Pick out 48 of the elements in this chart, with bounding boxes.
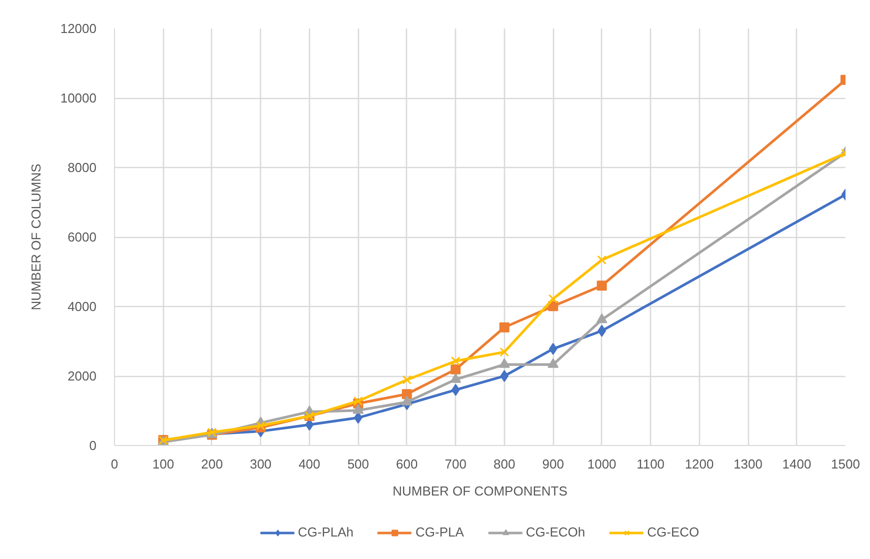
- point: [596, 313, 608, 324]
- y-tick-label: 10000: [60, 90, 97, 106]
- point: [352, 404, 364, 414]
- x-tick-label: 1500: [831, 456, 860, 472]
- x-tick-label: 1100: [636, 456, 665, 472]
- point: [499, 322, 510, 332]
- x-tick-label: 0: [110, 456, 118, 472]
- point: [450, 356, 460, 366]
- point: [450, 364, 461, 374]
- legend-label: CG-PLAh: [298, 524, 354, 540]
- y-tick-label: 0: [89, 438, 97, 453]
- x-tick-label: 1300: [734, 456, 762, 472]
- point: [451, 384, 460, 396]
- point: [597, 255, 606, 265]
- x-tick-label: 200: [201, 456, 223, 472]
- x-tick-label: 1400: [782, 456, 812, 472]
- x-tick-label: 500: [347, 456, 370, 472]
- point: [354, 396, 363, 406]
- y-axis-title: NUMBER OF COLUMNS: [28, 163, 44, 310]
- y-tick-label: 8000: [68, 160, 96, 175]
- y-tick-label: 12000: [60, 21, 97, 36]
- point: [401, 396, 412, 406]
- point: [500, 370, 509, 382]
- legend-label: CG-PLA: [416, 524, 464, 540]
- x-tick-label: 600: [396, 456, 418, 472]
- x-tick-label: 1000: [587, 456, 616, 472]
- legend-label: CG-ECO: [647, 524, 700, 540]
- y-tick-label: 2000: [68, 368, 96, 384]
- point: [500, 347, 510, 357]
- point: [548, 342, 558, 355]
- point: [450, 373, 462, 383]
- point: [498, 358, 510, 368]
- legend-label: CG-ECOh: [526, 524, 586, 540]
- x-tick-label: 800: [494, 456, 516, 472]
- x-tick-label: 400: [298, 456, 320, 472]
- x-tick-label: 700: [444, 456, 466, 472]
- point: [596, 280, 607, 291]
- y-tick-label: 6000: [68, 230, 96, 244]
- point: [548, 358, 559, 368]
- x-tick-label: 900: [542, 456, 564, 472]
- x-tick-label: 100: [152, 456, 174, 472]
- y-tick-label: 4000: [68, 299, 96, 314]
- point: [402, 389, 412, 400]
- x-tick-label: 1200: [684, 456, 714, 472]
- x-tick-label: 300: [250, 456, 272, 472]
- point: [548, 294, 558, 304]
- x-axis-title: NUMBER OF COMPONENTS: [392, 484, 568, 498]
- point: [402, 375, 412, 384]
